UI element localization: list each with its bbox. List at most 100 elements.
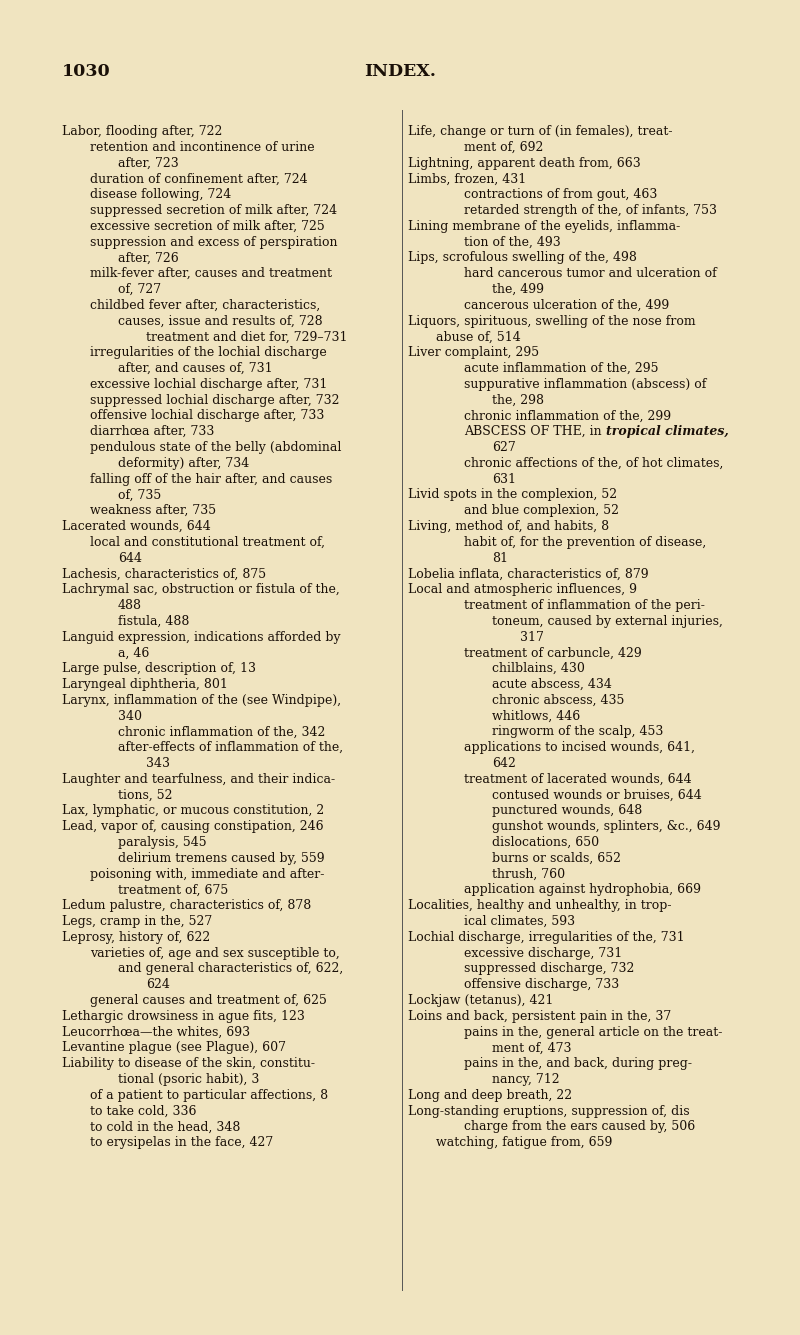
Text: disease following, 724: disease following, 724 xyxy=(90,188,231,202)
Text: milk-fever after, causes and treatment: milk-fever after, causes and treatment xyxy=(90,267,332,280)
Text: Liability to disease of the skin, constitu-: Liability to disease of the skin, consti… xyxy=(62,1057,315,1071)
Text: application against hydrophobia, 669: application against hydrophobia, 669 xyxy=(464,884,701,896)
Text: offensive discharge, 733: offensive discharge, 733 xyxy=(464,979,619,991)
Text: Ledum palustre, characteristics of, 878: Ledum palustre, characteristics of, 878 xyxy=(62,900,311,912)
Text: chilblains, 430: chilblains, 430 xyxy=(492,662,585,676)
Text: delirium tremens caused by, 559: delirium tremens caused by, 559 xyxy=(118,852,325,865)
Text: Lachrymal sac, obstruction or fistula of the,: Lachrymal sac, obstruction or fistula of… xyxy=(62,583,340,597)
Text: Languid expression, indications afforded by: Languid expression, indications afforded… xyxy=(62,630,341,643)
Text: tional (psoric habit), 3: tional (psoric habit), 3 xyxy=(118,1073,259,1085)
Text: duration of confinement after, 724: duration of confinement after, 724 xyxy=(90,172,308,186)
Text: and general characteristics of, 622,: and general characteristics of, 622, xyxy=(118,963,343,976)
Text: ical climates, 593: ical climates, 593 xyxy=(464,914,575,928)
Text: nancy, 712: nancy, 712 xyxy=(492,1073,560,1085)
Text: 624: 624 xyxy=(146,979,170,991)
Text: treatment of lacerated wounds, 644: treatment of lacerated wounds, 644 xyxy=(464,773,692,786)
Text: tion of the, 493: tion of the, 493 xyxy=(464,235,561,248)
Text: and blue complexion, 52: and blue complexion, 52 xyxy=(464,505,619,517)
Text: childbed fever after, characteristics,: childbed fever after, characteristics, xyxy=(90,299,320,312)
Text: 631: 631 xyxy=(492,473,516,486)
Text: of a patient to particular affections, 8: of a patient to particular affections, 8 xyxy=(90,1089,328,1101)
Text: tions, 52: tions, 52 xyxy=(118,789,173,801)
Text: Laryngeal diphtheria, 801: Laryngeal diphtheria, 801 xyxy=(62,678,228,692)
Text: falling off of the hair after, and causes: falling off of the hair after, and cause… xyxy=(90,473,332,486)
Text: retention and incontinence of urine: retention and incontinence of urine xyxy=(90,140,314,154)
Text: Lightning, apparent death from, 663: Lightning, apparent death from, 663 xyxy=(408,156,641,170)
Text: after, and causes of, 731: after, and causes of, 731 xyxy=(118,362,273,375)
Text: suppurative inflammation (abscess) of: suppurative inflammation (abscess) of xyxy=(464,378,706,391)
Text: excessive secretion of milk after, 725: excessive secretion of milk after, 725 xyxy=(90,220,325,232)
Text: treatment of, 675: treatment of, 675 xyxy=(118,884,228,896)
Text: hard cancerous tumor and ulceration of: hard cancerous tumor and ulceration of xyxy=(464,267,717,280)
Text: suppressed secretion of milk after, 724: suppressed secretion of milk after, 724 xyxy=(90,204,337,218)
Text: Long-standing eruptions, suppression of, dis: Long-standing eruptions, suppression of,… xyxy=(408,1104,690,1117)
Text: Liver complaint, 295: Liver complaint, 295 xyxy=(408,346,539,359)
Text: 627: 627 xyxy=(492,441,516,454)
Text: pendulous state of the belly (abdominal: pendulous state of the belly (abdominal xyxy=(90,441,342,454)
Text: after, 726: after, 726 xyxy=(118,251,178,264)
Text: ment of, 473: ment of, 473 xyxy=(492,1041,571,1055)
Text: of, 735: of, 735 xyxy=(118,489,162,502)
Text: Limbs, frozen, 431: Limbs, frozen, 431 xyxy=(408,172,526,186)
Text: gunshot wounds, splinters, &c., 649: gunshot wounds, splinters, &c., 649 xyxy=(492,820,721,833)
Text: Lax, lymphatic, or mucous constitution, 2: Lax, lymphatic, or mucous constitution, … xyxy=(62,805,324,817)
Text: abuse of, 514: abuse of, 514 xyxy=(436,330,521,343)
Text: Lethargic drowsiness in ague fits, 123: Lethargic drowsiness in ague fits, 123 xyxy=(62,1009,305,1023)
Text: Legs, cramp in the, 527: Legs, cramp in the, 527 xyxy=(62,914,212,928)
Text: whitlows, 446: whitlows, 446 xyxy=(492,710,580,722)
Text: of, 727: of, 727 xyxy=(118,283,161,296)
Text: habit of, for the prevention of disease,: habit of, for the prevention of disease, xyxy=(464,535,706,549)
Text: punctured wounds, 648: punctured wounds, 648 xyxy=(492,805,642,817)
Text: suppressed discharge, 732: suppressed discharge, 732 xyxy=(464,963,634,976)
Text: Levantine plague (see Plague), 607: Levantine plague (see Plague), 607 xyxy=(62,1041,286,1055)
Text: 317: 317 xyxy=(520,630,544,643)
Text: chronic affections of the, of hot climates,: chronic affections of the, of hot climat… xyxy=(464,457,723,470)
Text: to erysipelas in the face, 427: to erysipelas in the face, 427 xyxy=(90,1136,274,1149)
Text: varieties of, age and sex susceptible to,: varieties of, age and sex susceptible to… xyxy=(90,947,340,960)
Text: 488: 488 xyxy=(118,599,142,611)
Text: pains in the, and back, during preg-: pains in the, and back, during preg- xyxy=(464,1057,692,1071)
Text: irregularities of the lochial discharge: irregularities of the lochial discharge xyxy=(90,346,326,359)
Text: Leucorrhœa—the whites, 693: Leucorrhœa—the whites, 693 xyxy=(62,1025,250,1039)
Text: Larynx, inflammation of the (see Windpipe),: Larynx, inflammation of the (see Windpip… xyxy=(62,694,341,706)
Text: treatment and diet for, 729–731: treatment and diet for, 729–731 xyxy=(146,330,347,343)
Text: 642: 642 xyxy=(492,757,516,770)
Text: after-effects of inflammation of the,: after-effects of inflammation of the, xyxy=(118,741,343,754)
Text: Leprosy, history of, 622: Leprosy, history of, 622 xyxy=(62,930,210,944)
Text: Livid spots in the complexion, 52: Livid spots in the complexion, 52 xyxy=(408,489,617,502)
Text: Lead, vapor of, causing constipation, 246: Lead, vapor of, causing constipation, 24… xyxy=(62,820,324,833)
Text: Liquors, spirituous, swelling of the nose from: Liquors, spirituous, swelling of the nos… xyxy=(408,315,696,327)
Text: Loins and back, persistent pain in the, 37: Loins and back, persistent pain in the, … xyxy=(408,1009,671,1023)
Text: general causes and treatment of, 625: general causes and treatment of, 625 xyxy=(90,995,327,1007)
Text: treatment of inflammation of the peri-: treatment of inflammation of the peri- xyxy=(464,599,705,611)
Text: 340: 340 xyxy=(118,710,142,722)
Text: Living, method of, and habits, 8: Living, method of, and habits, 8 xyxy=(408,521,609,533)
Text: after, 723: after, 723 xyxy=(118,156,178,170)
Text: weakness after, 735: weakness after, 735 xyxy=(90,505,216,517)
Text: Lachesis, characteristics of, 875: Lachesis, characteristics of, 875 xyxy=(62,567,266,581)
Text: 81: 81 xyxy=(492,551,508,565)
Text: 1030: 1030 xyxy=(62,63,110,80)
Text: contractions of from gout, 463: contractions of from gout, 463 xyxy=(464,188,658,202)
Text: excessive discharge, 731: excessive discharge, 731 xyxy=(464,947,622,960)
Text: 343: 343 xyxy=(146,757,170,770)
Text: Lacerated wounds, 644: Lacerated wounds, 644 xyxy=(62,521,210,533)
Text: pains in the, general article on the treat-: pains in the, general article on the tre… xyxy=(464,1025,722,1039)
Text: local and constitutional treatment of,: local and constitutional treatment of, xyxy=(90,535,325,549)
Text: charge from the ears caused by, 506: charge from the ears caused by, 506 xyxy=(464,1120,695,1133)
Text: INDEX.: INDEX. xyxy=(364,63,436,80)
Text: the, 298: the, 298 xyxy=(492,394,544,407)
Text: suppressed lochial discharge after, 732: suppressed lochial discharge after, 732 xyxy=(90,394,339,407)
Text: ringworm of the scalp, 453: ringworm of the scalp, 453 xyxy=(492,725,663,738)
Text: cancerous ulceration of the, 499: cancerous ulceration of the, 499 xyxy=(464,299,670,312)
Text: ABSCESS OF THE, in: ABSCESS OF THE, in xyxy=(464,426,606,438)
Text: chronic inflammation of the, 342: chronic inflammation of the, 342 xyxy=(118,725,326,738)
Text: to cold in the head, 348: to cold in the head, 348 xyxy=(90,1120,240,1133)
Text: toneum, caused by external injuries,: toneum, caused by external injuries, xyxy=(492,615,723,627)
Text: tropical climates,: tropical climates, xyxy=(606,426,728,438)
Text: chronic inflammation of the, 299: chronic inflammation of the, 299 xyxy=(464,410,671,422)
Text: chronic abscess, 435: chronic abscess, 435 xyxy=(492,694,624,706)
Text: causes, issue and results of, 728: causes, issue and results of, 728 xyxy=(118,315,322,327)
Text: 644: 644 xyxy=(118,551,142,565)
Text: Localities, healthy and unhealthy, in trop-: Localities, healthy and unhealthy, in tr… xyxy=(408,900,671,912)
